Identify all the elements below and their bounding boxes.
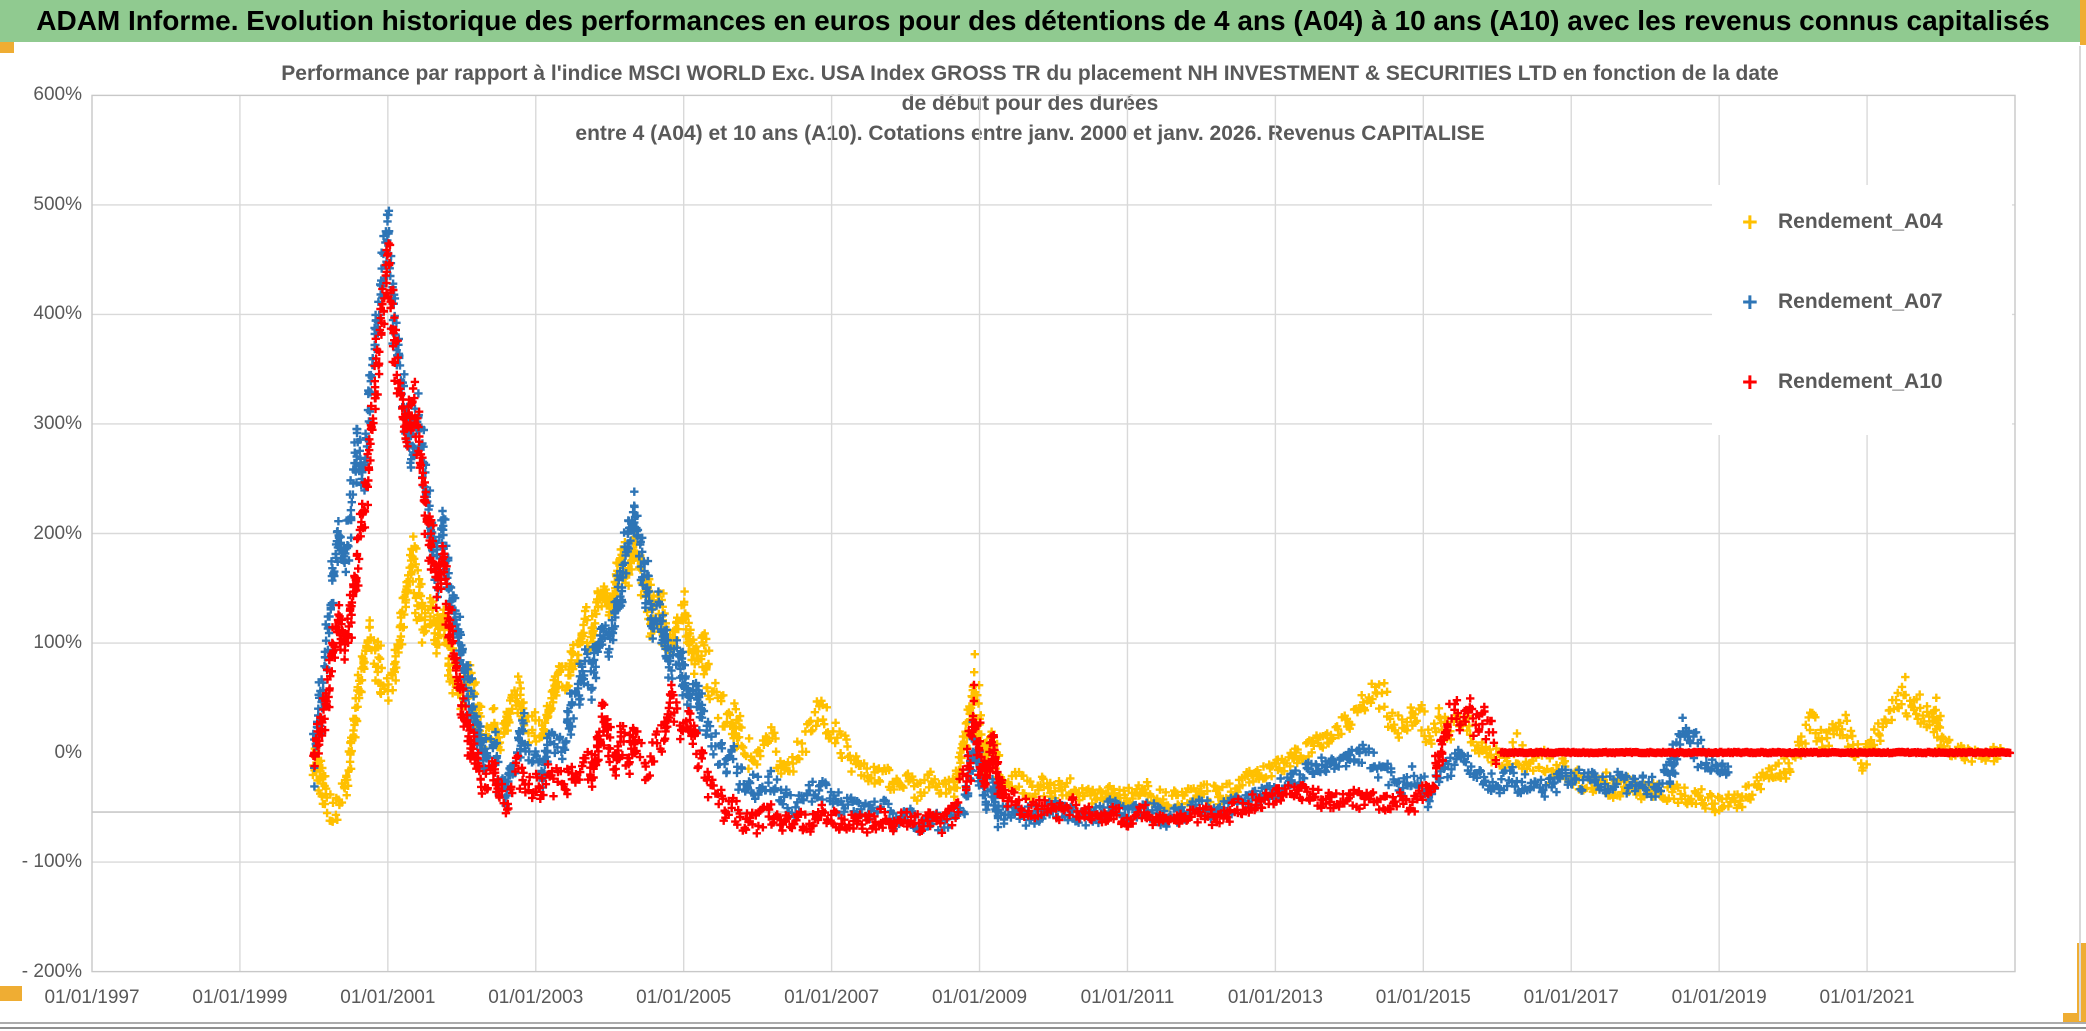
y-axis-label: - 100% [21,851,82,873]
y-axis-label: 600% [33,84,82,106]
y-axis-label: 500% [33,193,82,215]
chart-area-border [2079,46,2081,1021]
x-axis-label: 01/01/2017 [1523,987,1619,1008]
legend-box: + Rendement_A04 + Rendement_A07 + Rendement_A… [1712,185,2012,435]
gold-corner-accent [2080,0,2086,45]
chart-area-border [0,1022,2086,1024]
plot-border [91,94,2016,973]
y-axis-label: 400% [33,303,82,325]
y-axis-label: 200% [33,522,82,544]
legend-item-rendement_a04[interactable]: + Rendement_A04 [1742,205,1943,239]
x-axis-label: 01/01/2019 [1671,987,1767,1008]
x-axis-label: 01/01/2007 [784,987,880,1008]
chart-title: Performance par rapport à l'indice MSCI … [50,59,2010,149]
legend-item-rendement_a10[interactable]: + Rendement_A10 [1742,365,1943,399]
chart-title-line: entre 4 (A04) et 10 ans (A10). Cotations… [575,122,1485,145]
x-axis-label: 01/01/2005 [636,987,732,1008]
header-title: ADAM Informe. Evolution historique des p… [36,5,2050,36]
gold-corner-accent [0,986,22,1001]
plus-marker-icon: + [1742,207,1758,237]
x-axis-label: 01/01/2003 [488,987,584,1008]
y-axis-label: - 200% [21,960,82,982]
x-axis-label: 01/01/2009 [931,987,1028,1008]
chart-area-border [0,1027,2086,1029]
header-banner: ADAM Informe. Evolution historique des p… [0,0,2086,42]
x-axis-label: 01/01/2001 [340,987,436,1008]
x-axis-label: 01/01/2021 [1819,987,1915,1008]
gold-corner-accent [0,42,14,53]
x-axis-label: 01/01/2013 [1227,987,1323,1008]
legend-label: Rendement_A10 [1778,370,1943,393]
gold-corner-accent [2077,943,2086,1023]
series-rendement_a07 [309,206,1733,836]
x-axis-label: 01/01/1997 [44,987,140,1008]
plus-marker-icon: + [1742,367,1758,397]
legend-item-rendement_a07[interactable]: + Rendement_A07 [1742,285,1943,319]
series-rendement_a10 [309,239,2014,838]
chart-title-line: de début pour des durées [901,92,1159,115]
x-axis-label: 01/01/2011 [1080,987,1175,1008]
y-axis-label: 0% [54,741,82,763]
gold-corner-accent [2063,1013,2086,1023]
y-axis-label: 100% [33,632,82,654]
plus-marker-icon: + [1742,287,1758,317]
legend-label: Rendement_A07 [1778,290,1943,313]
legend-label: Rendement_A04 [1778,210,1943,233]
y-axis-label: 300% [33,412,82,434]
x-axis-label: 01/01/1999 [192,987,288,1008]
x-axis-label: 01/01/2015 [1375,987,1471,1008]
chart-title-line: Performance par rapport à l'indice MSCI … [281,62,1779,85]
